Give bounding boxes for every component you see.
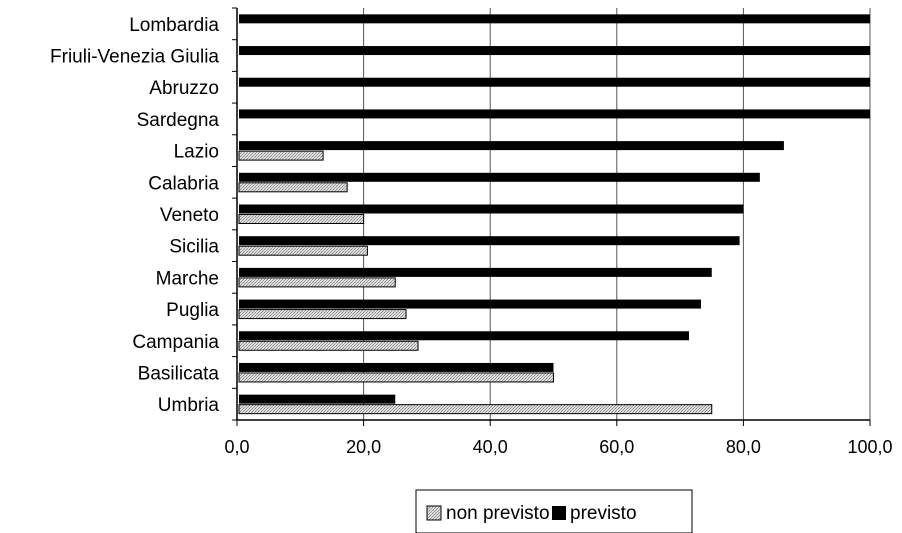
bar-previsto-2 <box>239 77 870 87</box>
x-tick-label-0: 0,0 <box>224 437 249 457</box>
category-label-3: Sardegna <box>137 110 220 131</box>
category-label-2: Abruzzo <box>149 78 219 99</box>
bar-non-previsto-6 <box>238 214 365 224</box>
bar-previsto-6 <box>239 204 744 214</box>
gridlines <box>363 8 871 420</box>
bar-previsto-8 <box>239 267 712 277</box>
axes <box>232 7 871 426</box>
bar-previsto-9 <box>239 299 701 309</box>
x-tick-labels: 0,0 20,0 40,0 60,0 80,0 100,0 <box>224 437 892 457</box>
bar-previsto-1 <box>239 46 870 56</box>
bar-previsto-0 <box>239 14 870 24</box>
category-labels: Lombardia Friuli-Venezia Giulia Abruzzo Sar… <box>50 15 219 416</box>
x-tick-label-3: 60,0 <box>599 437 634 457</box>
bar-non-previsto-7 <box>238 245 368 256</box>
bar-previsto-10 <box>239 331 689 341</box>
bar-previsto-11 <box>239 362 554 372</box>
bar-previsto-5 <box>239 172 760 182</box>
bar-non-previsto-9 <box>238 309 407 320</box>
legend-label-previsto: previsto <box>570 503 637 524</box>
bar-previsto-3 <box>239 109 870 119</box>
bars <box>238 14 870 415</box>
x-tick-label-1: 20,0 <box>346 437 381 457</box>
bar-non-previsto-12 <box>238 404 713 415</box>
category-label-11: Basilicata <box>138 363 220 384</box>
category-label-12: Umbria <box>158 395 220 416</box>
x-tick-label-5: 100,0 <box>847 437 892 457</box>
category-label-1: Friuli-Venezia Giulia <box>50 47 219 68</box>
category-label-5: Calabria <box>148 173 219 194</box>
category-label-8: Marche <box>156 268 219 289</box>
category-label-6: Veneto <box>160 205 219 226</box>
category-label-0: Lombardia <box>129 15 219 36</box>
category-label-9: Puglia <box>166 300 219 321</box>
bar-non-previsto-8 <box>238 277 396 288</box>
bar-non-previsto-11 <box>238 372 554 383</box>
bar-non-previsto-10 <box>238 340 419 351</box>
x-tick-label-2: 40,0 <box>473 437 508 457</box>
category-label-10: Campania <box>132 332 219 353</box>
bar-non-previsto-5 <box>238 182 348 193</box>
legend: non previsto previsto <box>415 489 693 533</box>
category-label-7: Sicilia <box>169 237 219 258</box>
bar-previsto-7 <box>239 236 740 246</box>
bar-previsto-4 <box>239 141 784 151</box>
bar-previsto-12 <box>239 394 396 404</box>
legend-swatch-previsto <box>552 506 566 520</box>
legend-label-non-previsto: non previsto <box>446 503 550 524</box>
category-label-4: Lazio <box>174 142 219 163</box>
bar-non-previsto-4 <box>238 150 324 161</box>
legend-swatch-non-previsto <box>426 505 442 521</box>
x-tick-label-4: 80,0 <box>726 437 761 457</box>
